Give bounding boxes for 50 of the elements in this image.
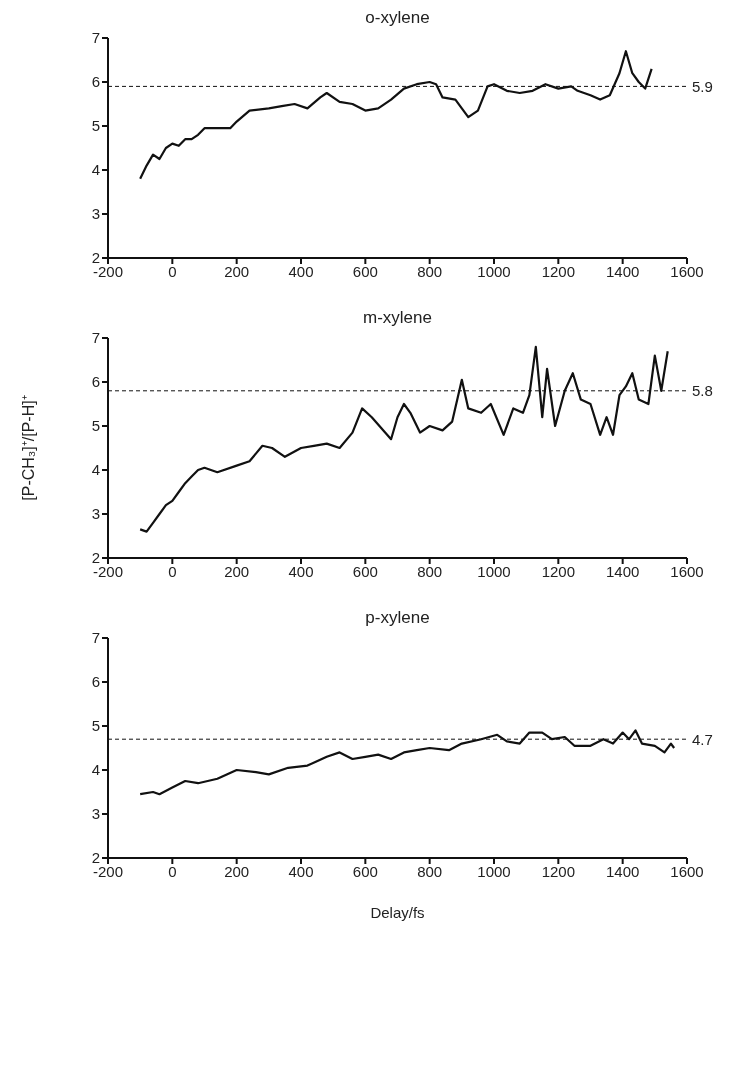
x-tick-label: 800 [417,862,443,880]
x-tick-label: 400 [288,262,314,280]
y-tick-label: 7 [91,29,100,47]
x-tick-label: 400 [288,862,314,880]
y-tick-label: 6 [91,673,100,691]
chart-title: o-xylene [364,8,431,28]
x-tick-label: 1200 [541,862,576,880]
x-tick-label: 200 [224,262,250,280]
y-tick-label: 7 [91,329,100,347]
x-tick-label: 200 [224,562,250,580]
y-tick-label: 4 [91,761,100,779]
y-tick-label: 5 [91,717,100,735]
y-tick-label: 4 [91,161,100,179]
y-tick-label: 6 [91,73,100,91]
y-tick-label: 4 [91,461,100,479]
y-tick-label: 3 [91,205,100,223]
y-tick-label: 5 [91,117,100,135]
x-tick-label: 1000 [477,262,511,280]
ref-line-label: 5.8 [692,382,713,400]
x-tick-label: 1200 [541,262,576,280]
x-tick-label: 1600 [670,862,704,880]
y-tick-label: 5 [91,417,100,435]
ref-line-label: 5.9 [692,77,713,95]
x-tick-label: 1000 [477,862,511,880]
y-tick-label: 6 [91,373,100,391]
x-tick-label: 0 [168,562,177,580]
x-tick-label: 200 [224,862,250,880]
y-axis-title: [P-CH₃]⁺/[P-H]⁺ [19,395,37,501]
x-tick-label: 1600 [670,262,704,280]
x-tick-label: 800 [417,562,443,580]
x-tick-label: 0 [168,262,177,280]
x-tick-label: 1400 [605,262,640,280]
x-axis-title: Delay/fs [370,904,425,921]
x-tick-label: 600 [352,862,378,880]
x-tick-label: 1600 [670,562,704,580]
x-tick-label: 600 [352,562,378,580]
x-tick-label: 600 [352,262,378,280]
y-tick-label: 3 [91,805,100,823]
x-tick-label: 1000 [477,562,511,580]
x-tick-label: 400 [288,562,314,580]
x-tick-label: 0 [168,862,177,880]
y-tick-label: 7 [91,629,100,647]
x-tick-label: 800 [417,262,443,280]
chart-title: p-xylene [364,608,431,628]
ref-line-label: 4.7 [692,730,713,748]
x-tick-label: 1400 [605,562,640,580]
x-tick-label: 1400 [605,862,640,880]
y-tick-label: 3 [91,505,100,523]
chart-title: m-xylene [362,308,433,328]
x-tick-label: 1200 [541,562,576,580]
